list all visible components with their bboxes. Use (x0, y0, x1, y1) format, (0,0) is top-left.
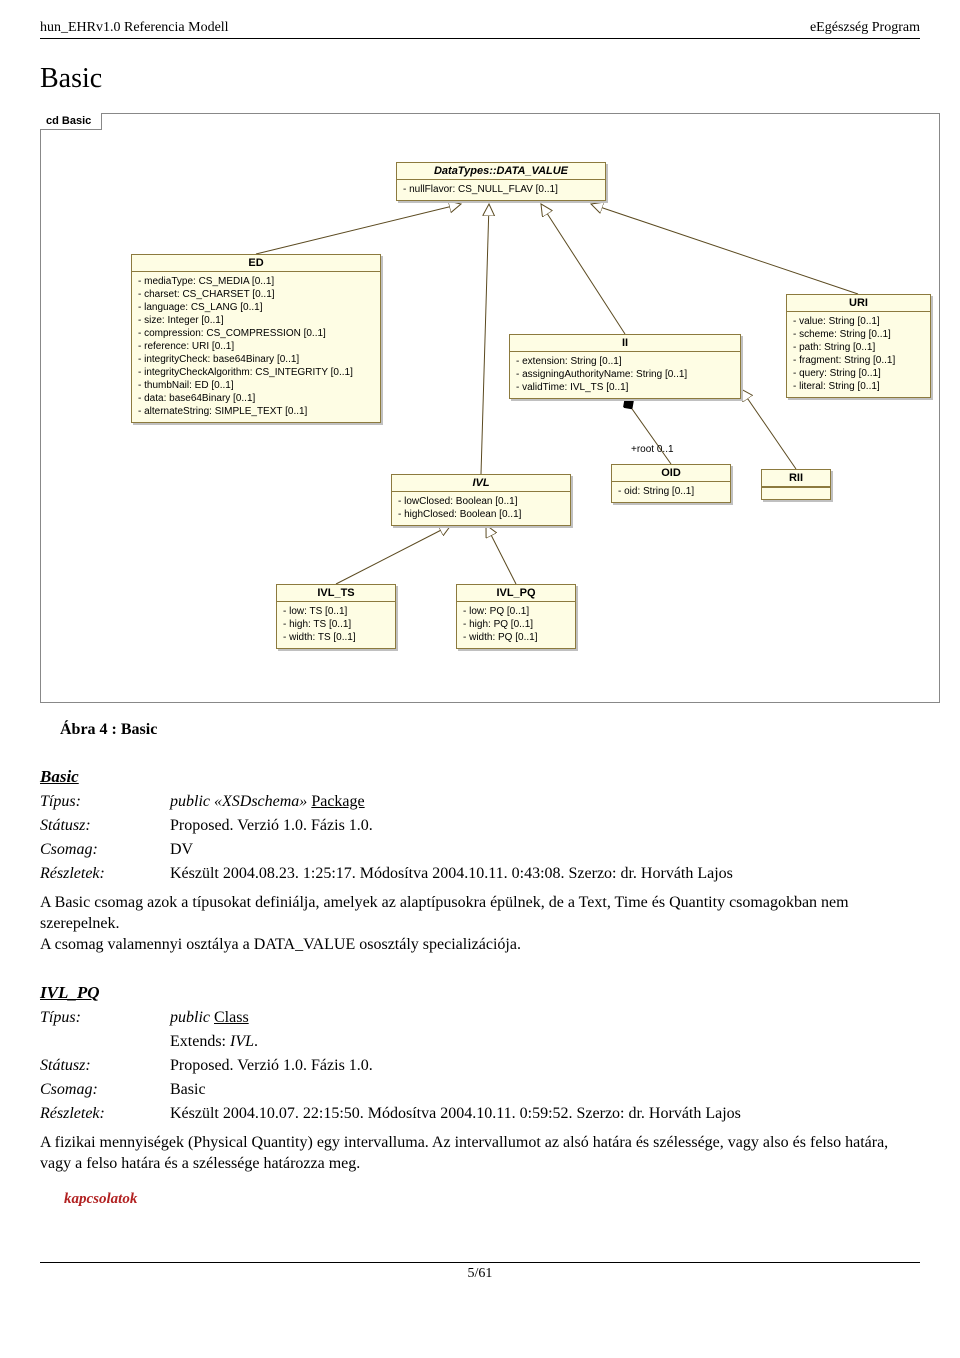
kv-value: public «XSDschema» Package (170, 793, 920, 811)
kv-value: Proposed. Verzió 1.0. Fázis 1.0. (170, 1057, 920, 1075)
uml-diagram: cd BasicDataTypes::DATA_VALUE- nullFlavo… (40, 113, 940, 703)
kapcsolatok-label: kapcsolatok (64, 1191, 920, 1208)
section-basic-rows: Típus:public «XSDschema» PackageStátusz:… (40, 793, 920, 883)
uml-class-title: IVL_PQ (457, 585, 575, 602)
uml-class-ed: ED- mediaType: CS_MEDIA [0..1]- charset:… (131, 254, 381, 423)
uml-class-attrs: - nullFlavor: CS_NULL_FLAV [0..1] (397, 180, 605, 200)
kv-row: Státusz:Proposed. Verzió 1.0. Fázis 1.0. (40, 817, 920, 835)
uml-class-data_value: DataTypes::DATA_VALUE- nullFlavor: CS_NU… (396, 162, 606, 201)
uml-class-attrs: - mediaType: CS_MEDIA [0..1]- charset: C… (132, 272, 380, 422)
kv-value: public Class (170, 1009, 920, 1027)
uml-class-attrs: - low: TS [0..1]- high: TS [0..1]- width… (277, 602, 395, 648)
kv-row: Csomag:Basic (40, 1081, 920, 1099)
uml-class-title: DataTypes::DATA_VALUE (397, 163, 605, 180)
uml-class-title: OID (612, 465, 730, 482)
kv-label: Csomag: (40, 841, 170, 859)
kv-row: Részletek:Készült 2004.10.07. 22:15:50. … (40, 1105, 920, 1123)
kv-row: Típus:public Class (40, 1009, 920, 1027)
kv-label: Státusz: (40, 1057, 170, 1075)
uml-class-attrs: - oid: String [0..1] (612, 482, 730, 502)
uml-class-title: RII (762, 470, 830, 487)
kv-row: Csomag:DV (40, 841, 920, 859)
kv-value: DV (170, 841, 920, 859)
section-ivlpq-head: IVL_PQ (40, 983, 920, 1003)
header-right: eEgészség Program (810, 20, 920, 36)
figure-caption: Ábra 4 : Basic (60, 721, 920, 739)
page: hun_EHRv1.0 Referencia Modell eEgészség … (0, 0, 960, 1322)
uml-class-rii: RII (761, 469, 831, 500)
kv-value: Készült 2004.10.07. 22:15:50. Módosítva … (170, 1105, 920, 1123)
page-title: Basic (40, 63, 920, 95)
uml-class-attrs: - low: PQ [0..1]- high: PQ [0..1]- width… (457, 602, 575, 648)
kv-label: Típus: (40, 1009, 170, 1027)
kv-label: Típus: (40, 793, 170, 811)
assoc-label-root: +root 0..1 (631, 444, 674, 455)
uml-class-ivl_ts: IVL_TS- low: TS [0..1]- high: TS [0..1]-… (276, 584, 396, 649)
uml-class-attrs: - extension: String [0..1]- assigningAut… (510, 352, 740, 398)
section-basic-head: Basic (40, 767, 920, 787)
uml-class-ii: II- extension: String [0..1]- assigningA… (509, 334, 741, 399)
kv-label: Csomag: (40, 1081, 170, 1099)
diagram-frame-label: cd Basic (40, 113, 102, 130)
kv-value: Basic (170, 1081, 920, 1099)
section-ivlpq-para: A fizikai mennyiségek (Physical Quantity… (40, 1133, 920, 1175)
uml-class-title: URI (787, 295, 930, 312)
uml-class-title: II (510, 335, 740, 352)
header: hun_EHRv1.0 Referencia Modell eEgészség … (40, 20, 920, 39)
uml-class-title: IVL_TS (277, 585, 395, 602)
page-footer: 5/61 (40, 1262, 920, 1282)
uml-class-title: ED (132, 255, 380, 272)
section-ivlpq-rows: Típus:public Class Extends: IVL. Státusz:P… (40, 1009, 920, 1123)
kv-row: Részletek:Készült 2004.08.23. 1:25:17. M… (40, 865, 920, 883)
uml-class-uri: URI- value: String [0..1]- scheme: Strin… (786, 294, 931, 398)
kv-label: Részletek: (40, 1105, 170, 1123)
kv-value: Készült 2004.08.23. 1:25:17. Módosítva 2… (170, 865, 920, 883)
uml-class-ivl_pq: IVL_PQ- low: PQ [0..1]- high: PQ [0..1]-… (456, 584, 576, 649)
kv-row: Státusz:Proposed. Verzió 1.0. Fázis 1.0. (40, 1057, 920, 1075)
kv-value: Proposed. Verzió 1.0. Fázis 1.0. (170, 817, 920, 835)
uml-class-attrs: - lowClosed: Boolean [0..1]- highClosed:… (392, 492, 570, 525)
uml-class-title: IVL (392, 475, 570, 492)
header-left: hun_EHRv1.0 Referencia Modell (40, 20, 229, 36)
kv-label: Részletek: (40, 865, 170, 883)
uml-class-oid: OID- oid: String [0..1] (611, 464, 731, 503)
kv-row: Típus:public «XSDschema» Package (40, 793, 920, 811)
section-basic-para: A Basic csomag azok a típusokat definiál… (40, 893, 920, 955)
uml-class-ivl: IVL- lowClosed: Boolean [0..1]- highClos… (391, 474, 571, 526)
kv-row: Extends: IVL. (40, 1033, 920, 1051)
uml-class-attrs: - value: String [0..1]- scheme: String [… (787, 312, 930, 397)
kv-label: Státusz: (40, 817, 170, 835)
